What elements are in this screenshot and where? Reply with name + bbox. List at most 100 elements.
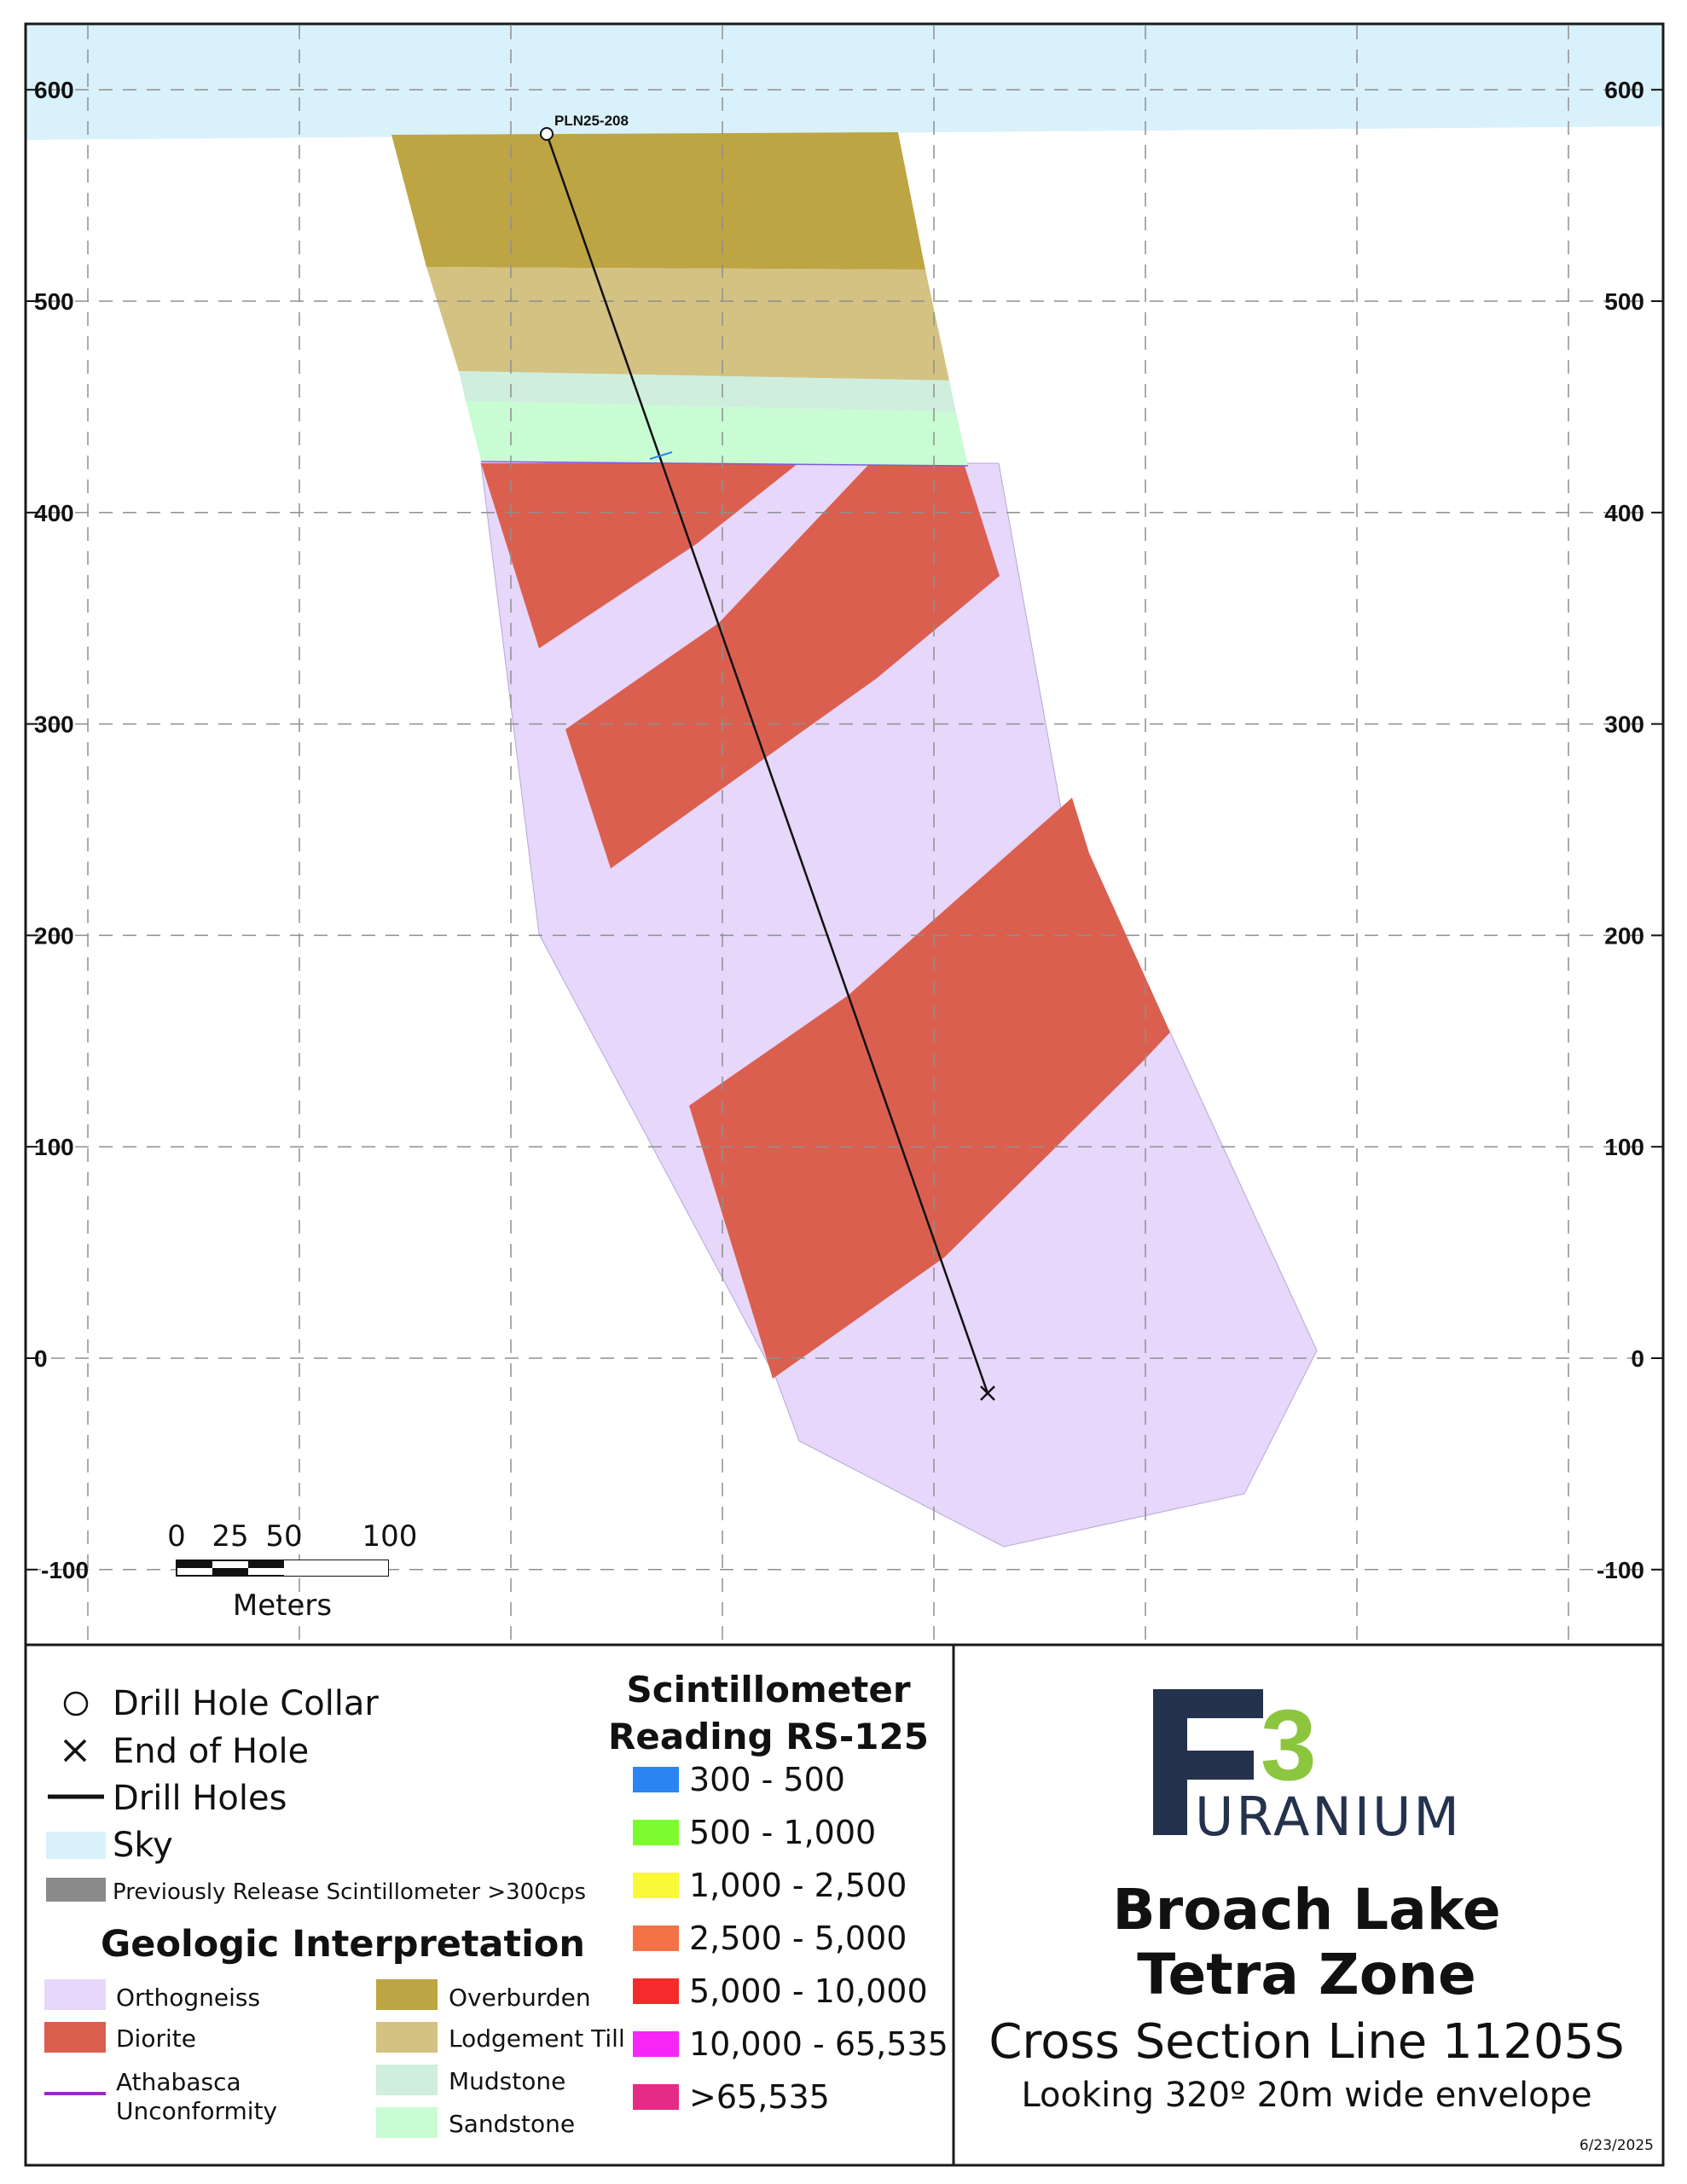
y-axis-right: 600 500 400 300 200 100 0 -100 xyxy=(1597,77,1663,1583)
sandstone-unit xyxy=(466,401,968,466)
scint-legend-swatch xyxy=(633,1873,679,1898)
legend-orthogneiss-label: Orthogneiss xyxy=(116,1984,260,2012)
scint-legend-list: 300 - 500 500 - 1,000 1,000 - 2,500 2,500 -… xyxy=(633,1761,948,2116)
scint-legend-label: 300 - 500 xyxy=(689,1761,845,1798)
y-tick-label-left: 500 xyxy=(34,288,74,315)
y-tick-label-left: 600 xyxy=(34,77,74,103)
title-line-1: Broach Lake xyxy=(1112,1877,1500,1943)
y-axis-left: 600 500 400 300 200 100 0 -100 xyxy=(26,77,89,1583)
y-tick-label-left: -100 xyxy=(41,1557,89,1583)
mudstone-unit xyxy=(459,371,956,412)
logo-three: 3 xyxy=(1261,1689,1317,1802)
scale-bar-segment xyxy=(284,1568,388,1576)
legend-diorite-label: Diorite xyxy=(116,2024,196,2053)
scint-legend-label: 2,500 - 5,000 xyxy=(689,1920,907,1957)
map-date: 6/23/2025 xyxy=(1580,2137,1654,2154)
lodgement-till-legend-swatch xyxy=(376,2022,438,2053)
orthogneiss-legend-swatch xyxy=(44,1979,106,2010)
y-tick-label-right: 200 xyxy=(1604,922,1644,949)
scint-legend-swatch xyxy=(633,2084,679,2110)
y-tick-label-right: -100 xyxy=(1597,1557,1644,1583)
sky-area xyxy=(26,24,1663,140)
end-of-hole-legend-icon xyxy=(63,1739,87,1763)
y-tick-label-right: 600 xyxy=(1604,77,1644,103)
mudstone-legend-swatch xyxy=(376,2065,438,2095)
legend-sandstone-label: Sandstone xyxy=(449,2110,575,2138)
overburden-unit xyxy=(391,132,925,270)
y-tick-label-right: 0 xyxy=(1631,1345,1644,1372)
title-frame xyxy=(952,1643,1665,2167)
scint-legend-label: 10,000 - 65,535 xyxy=(689,2025,948,2063)
geology-units xyxy=(391,132,1318,1548)
title-panel: 3 URANIUM Broach Lake Tetra Zone Cross S… xyxy=(952,1643,1665,2167)
drill-hole-trace xyxy=(545,133,989,1394)
y-tick-label-left: 300 xyxy=(34,712,74,738)
unconformity-line xyxy=(480,461,969,467)
y-tick-label-left: 0 xyxy=(34,1345,48,1372)
section-note: Looking 320º 20m wide envelope xyxy=(1021,2076,1591,2115)
scint-legend-swatch xyxy=(633,1926,679,1951)
scale-bar: 0 25 50 100 Meters xyxy=(167,1519,417,1623)
legend-mudstone-label: Mudstone xyxy=(449,2067,565,2095)
drill-hole-label: PLN25-208 xyxy=(554,113,629,129)
geologic-legend-title: Geologic Interpretation xyxy=(101,1923,585,1966)
y-tick-label-left: 100 xyxy=(34,1134,74,1160)
end-of-hole-icon xyxy=(980,1385,995,1401)
scint-title-line-1: Scintillometer xyxy=(626,1669,910,1711)
logo-word: URANIUM xyxy=(1195,1786,1462,1848)
drill-hole-collar-icon xyxy=(540,127,554,141)
scint-legend-label: 500 - 1,000 xyxy=(689,1814,876,1851)
title-line-2: Tetra Zone xyxy=(1137,1942,1476,2007)
diorite-unit-1 xyxy=(481,463,798,648)
scale-label-25: 25 xyxy=(212,1519,248,1554)
scint-legend-swatch xyxy=(633,1978,679,2004)
legend-sky-label: Sky xyxy=(113,1826,173,1865)
y-tick-label-right: 300 xyxy=(1604,712,1644,738)
collar-legend-icon xyxy=(63,1691,89,1716)
legend-previous-scint-label: Previously Release Scintillometer >300cp… xyxy=(113,1879,586,1905)
sky-legend-swatch xyxy=(46,1832,106,1859)
drill-hole: PLN25-208 xyxy=(540,113,995,1401)
previous-scint-legend-swatch xyxy=(46,1878,106,1902)
scale-bar-segment xyxy=(212,1568,248,1576)
scale-label-100: 100 xyxy=(362,1519,418,1554)
section-subtitle: Cross Section Line 11205S xyxy=(988,2014,1624,2070)
legend-end-of-hole-label: End of Hole xyxy=(113,1732,309,1771)
scale-unit: Meters xyxy=(233,1589,332,1623)
scint-legend-swatch xyxy=(633,1767,679,1792)
scint-legend-label: 5,000 - 10,000 xyxy=(689,1972,928,2010)
y-tick-label-left: 200 xyxy=(34,922,74,949)
legend-panel: Drill Hole Collar End of Hole Drill Hole… xyxy=(24,1643,955,2167)
scale-bar-segment xyxy=(284,1560,388,1568)
overburden-legend-swatch xyxy=(376,1979,438,2010)
legend-unconformity-label-2: Unconformity xyxy=(116,2097,277,2125)
scale-label-0: 0 xyxy=(167,1519,186,1554)
scint-legend-swatch xyxy=(633,2031,679,2057)
scint-title-line-2: Reading RS-125 xyxy=(608,1716,929,1757)
legend-drill-holes-label: Drill Holes xyxy=(113,1779,287,1818)
legend-overburden-label: Overburden xyxy=(449,1984,591,2012)
scint-legend-label: 1,000 - 2,500 xyxy=(689,1867,907,1904)
diorite-unit-2 xyxy=(565,463,1000,868)
scale-label-50: 50 xyxy=(265,1519,302,1554)
y-tick-label-right: 100 xyxy=(1604,1134,1644,1160)
scint-legend-label: >65,535 xyxy=(689,2078,830,2116)
scint-legend-swatch xyxy=(633,1820,679,1845)
drill-hole-intercept-mark xyxy=(649,451,673,460)
y-tick-label-right: 500 xyxy=(1604,288,1644,315)
y-tick-label-right: 400 xyxy=(1604,500,1644,526)
diorite-unit-3 xyxy=(689,798,1170,1379)
f3-uranium-logo: 3 URANIUM xyxy=(1153,1689,1462,1848)
legend-lodgement-till-label: Lodgement Till xyxy=(449,2024,625,2053)
legend-collar-label: Drill Hole Collar xyxy=(113,1684,379,1723)
lodgement-till-unit xyxy=(426,267,949,380)
y-tick-label-left: 400 xyxy=(34,500,74,526)
sandstone-legend-swatch xyxy=(376,2107,438,2138)
scale-bar-segment xyxy=(177,1560,212,1568)
scale-bar-segment xyxy=(248,1560,284,1568)
diorite-legend-swatch xyxy=(44,2022,106,2053)
legend-unconformity-label-1: Athabasca xyxy=(116,2068,241,2096)
logo-f-letter xyxy=(1153,1689,1263,1835)
